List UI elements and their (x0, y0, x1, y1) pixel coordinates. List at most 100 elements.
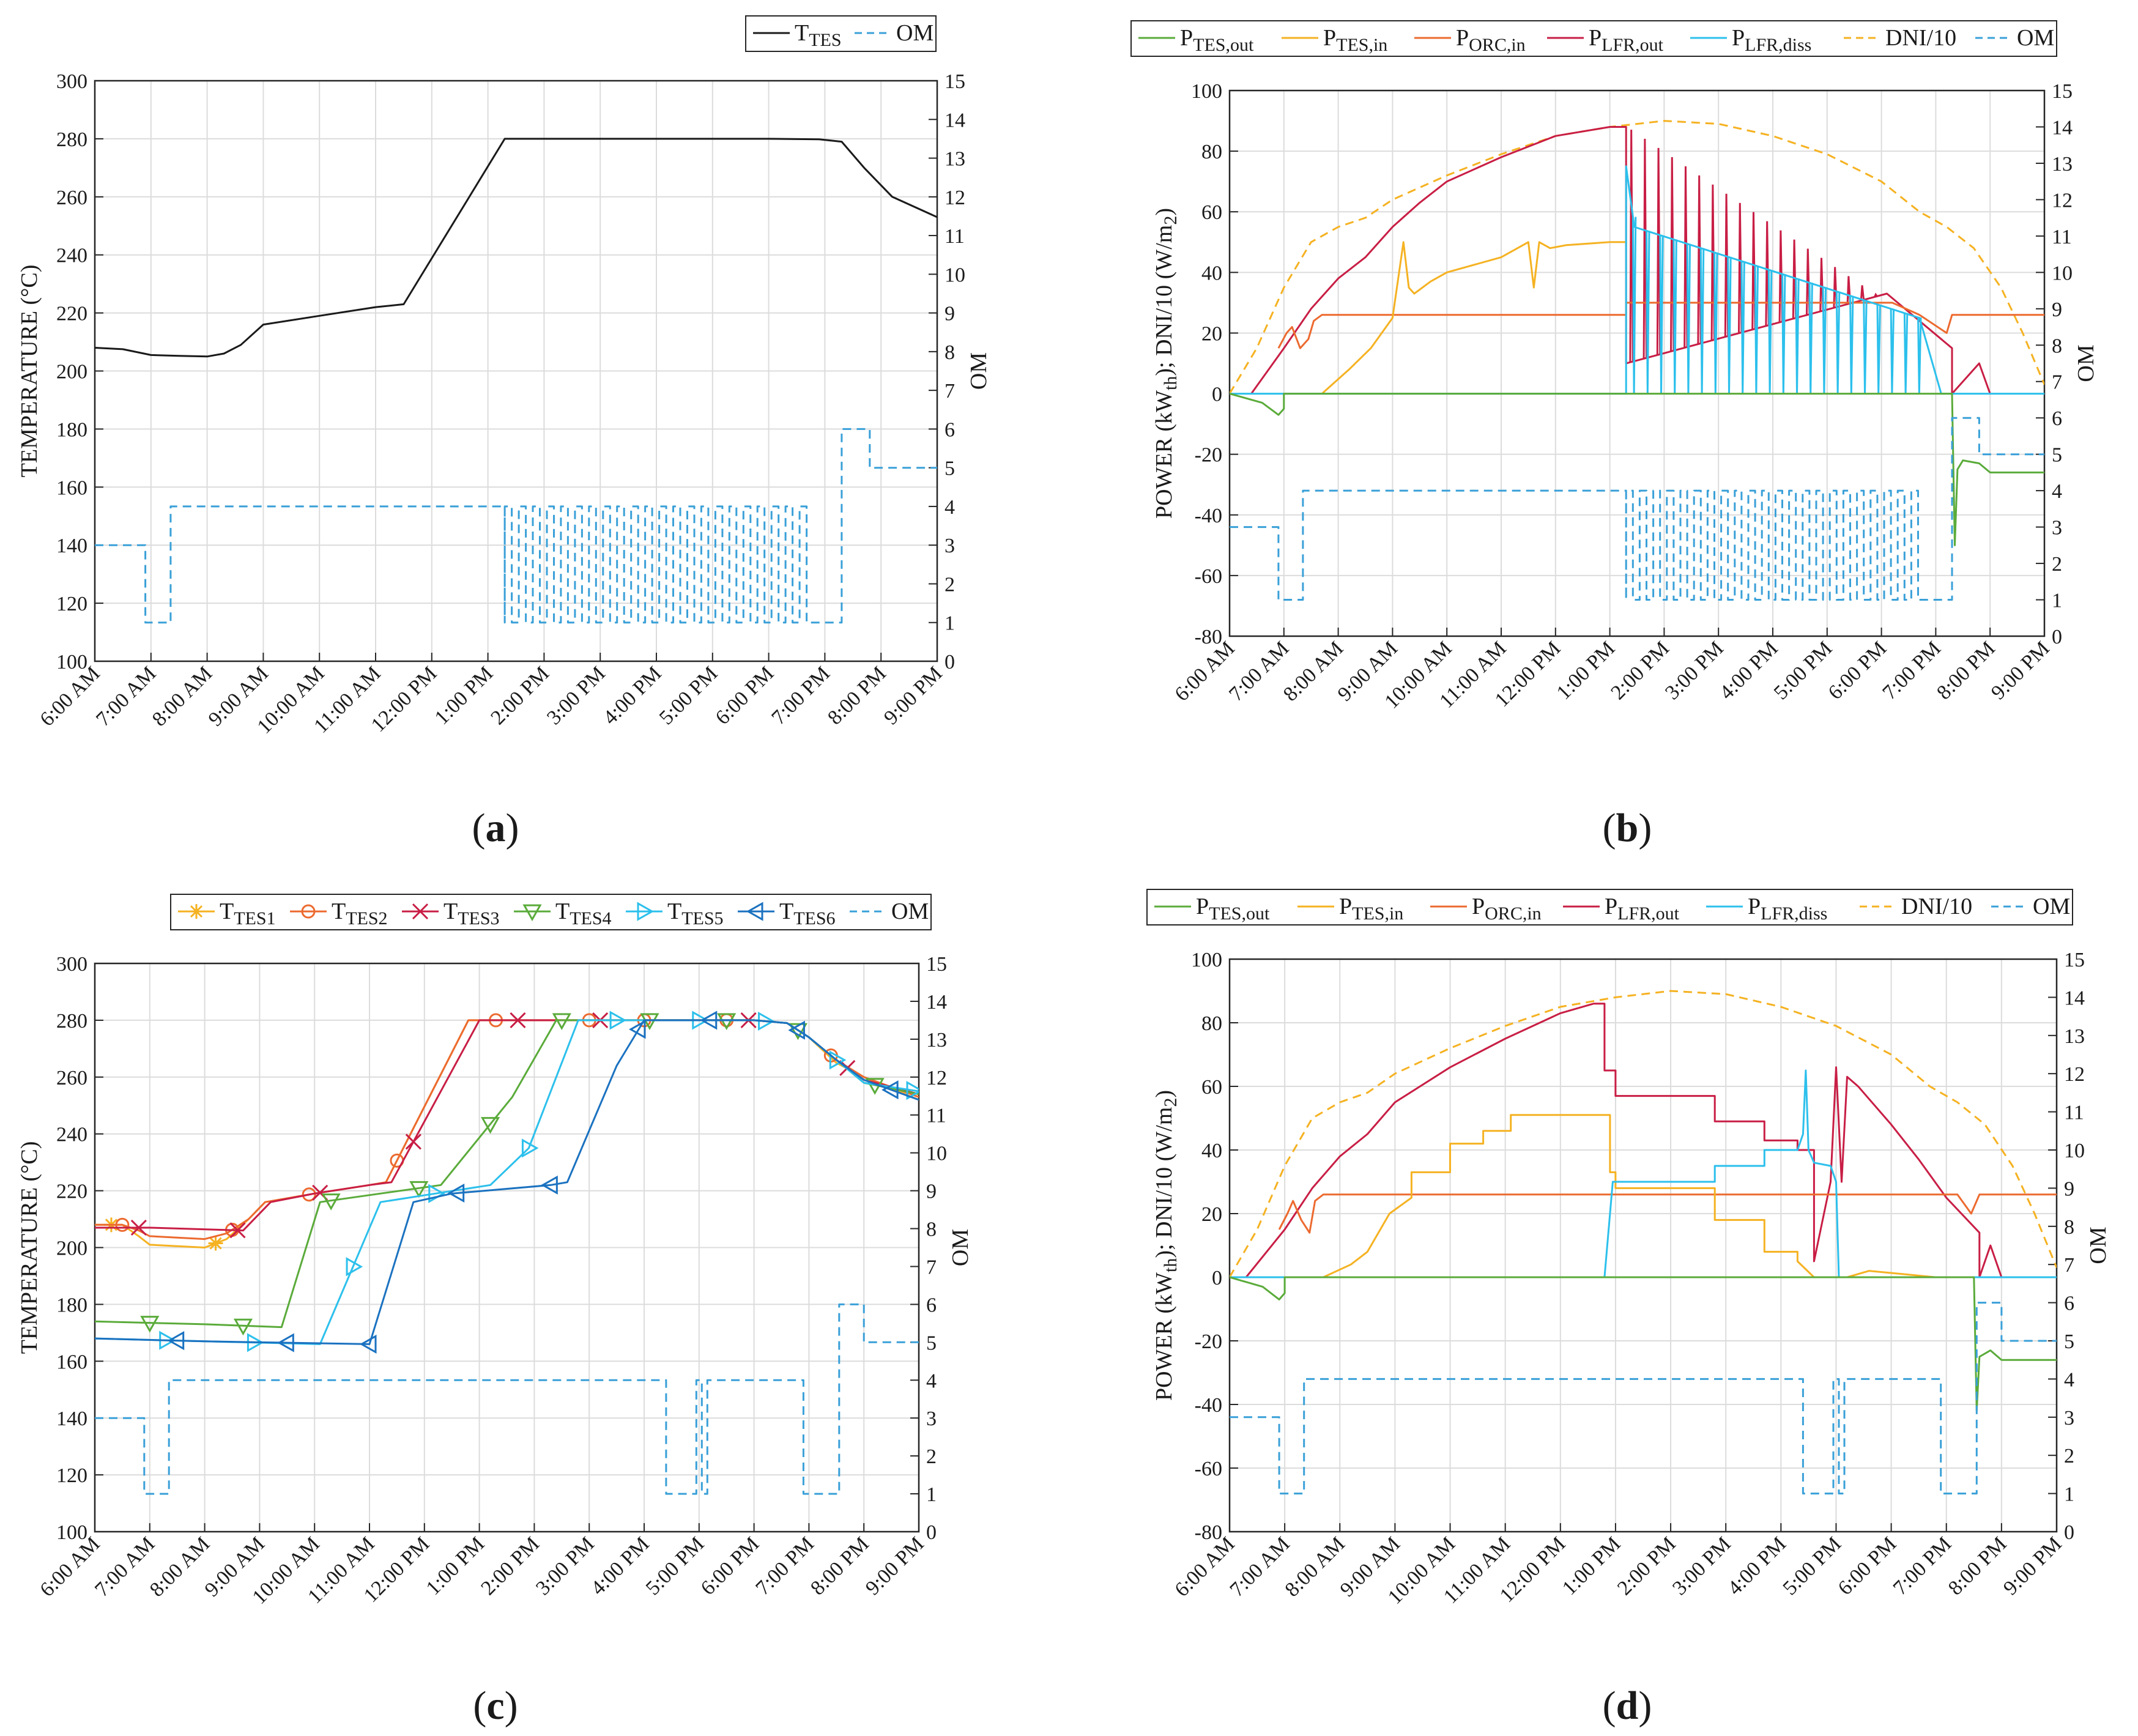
y2-tick-label: 1 (2052, 590, 2062, 612)
y2-tick-label: 12 (2064, 1063, 2085, 1086)
series-line-P_TES_out (1230, 1276, 2057, 1412)
y-tick-label: -40 (1195, 505, 1222, 527)
series-marker-T_TES3 (510, 1012, 526, 1028)
legend-label-main: P (1589, 25, 1602, 51)
legend-label-sub: ORC,in (1469, 35, 1526, 55)
y-tick-label: 160 (56, 477, 87, 499)
legend-label-main: DNI/10 (1885, 25, 1956, 51)
legend-label-P_TES_out: PTES,out (1180, 25, 1254, 55)
series-spike-P_LFR_diss (1740, 261, 1745, 394)
plot-area (1228, 958, 2058, 1533)
series-marker-T_TES6 (700, 1011, 718, 1030)
x-tick-label: 8:00 AM (1279, 637, 1348, 705)
x-tick-label: 8:00 PM (806, 1532, 874, 1600)
series-marker-T_TES6 (167, 1331, 185, 1351)
legend-label-main: T (779, 899, 793, 924)
x-tick-label: 2:00 PM (1606, 637, 1674, 704)
x-tick-label: 4:00 PM (1723, 1532, 1791, 1600)
legend-label-sub: LFR,out (1617, 903, 1680, 924)
series-line-OM (1230, 1302, 2057, 1495)
legend-label-T_TES: TTES (795, 20, 842, 50)
caption-paren: ( (1603, 1683, 1616, 1728)
y-tick-label: 100 (56, 1521, 87, 1544)
y2-tick-label: 7 (2052, 371, 2062, 394)
series-spike-P_LFR_diss (1890, 308, 1895, 394)
y2-tick-label: 13 (2064, 1025, 2085, 1048)
legend-label-main: OM (896, 20, 934, 46)
y2-tick-label: 14 (926, 991, 947, 1014)
x-tick-label: 6:00 PM (1824, 637, 1891, 704)
caption-letter: b (1616, 806, 1639, 850)
y-tick-label: 240 (56, 245, 87, 267)
series-spike-P_LFR_diss (1767, 270, 1773, 394)
series-spike-P_LFR_out (1874, 292, 1879, 298)
y2-tick-label: 10 (945, 264, 965, 286)
y-tick-label: 260 (56, 1067, 87, 1089)
legend-marker-T_TES2 (301, 904, 316, 919)
y2-tick-label: 0 (2052, 626, 2062, 648)
y-tick-label: 180 (56, 418, 87, 441)
y2-tick-label: 8 (926, 1219, 937, 1241)
y2-tick-label: 15 (945, 70, 965, 93)
legend-marker-T_TES4 (522, 904, 542, 922)
grid (1229, 90, 2045, 637)
legend-label-P_ORC_in: PORC,in (1472, 894, 1542, 924)
series-spike-P_LFR_diss (1781, 274, 1786, 394)
y-tick-label: 0 (1212, 1267, 1222, 1289)
series-line-T_TES4 (95, 1019, 919, 1329)
x-tick-label: 3:00 PM (1661, 637, 1728, 704)
legend-label-main: P (1456, 25, 1469, 51)
series-marker-T_TES6 (788, 1020, 805, 1040)
y-axis-label-sub: 2 (1160, 1098, 1181, 1107)
legend-marker-T_TES3 (412, 903, 429, 920)
y2-tick-label: 9 (926, 1181, 937, 1203)
x-tick-label: 3:00 PM (532, 1532, 599, 1600)
x-tick-label: 8:00 AM (148, 662, 217, 730)
legend-label-main: OM (2033, 894, 2070, 919)
y-tick-label: -20 (1195, 1330, 1222, 1353)
x-tick-label: 6:00 PM (711, 662, 779, 729)
legend-label-main: P (1339, 894, 1352, 919)
x-tick-label: 1:00 PM (1558, 1532, 1625, 1600)
legend-label-sub: TES,out (1209, 903, 1270, 924)
series-spike-P_LFR_diss (1795, 278, 1800, 394)
series-marker-T_TES5 (346, 1257, 363, 1277)
legend-label-P_ORC_in: PORC,in (1456, 25, 1526, 55)
series-spike-P_LFR_out (1860, 285, 1865, 301)
plot-area (1228, 89, 2046, 637)
y2-tick-label: 7 (945, 380, 955, 402)
legend-label-sub: TES6 (793, 908, 835, 929)
series-marker-T_TES4 (140, 1316, 160, 1333)
x-tick-label: 6:00 PM (697, 1532, 764, 1600)
y-tick-label: 280 (56, 1010, 87, 1033)
chart-panel-3: 1001201401601802002202402602803000123456… (17, 894, 973, 1728)
x-tick-label: 1:00 PM (1553, 637, 1620, 704)
y-axis-label: POWER (kWth); DNI/10 (W/m2) (1151, 208, 1181, 519)
x-tick-label: 4:00 PM (587, 1532, 654, 1600)
y2-tick-label: 6 (926, 1294, 937, 1316)
series-line-T_TES5 (95, 1019, 919, 1345)
series-marker-T_TES6 (628, 1020, 646, 1039)
series-spike-P_LFR_diss (1699, 248, 1705, 394)
legend-label-sub: TES,in (1336, 35, 1387, 55)
y2-tick-label: 8 (945, 341, 955, 364)
series-line-OM (95, 1303, 919, 1495)
x-tick-label: 5:00 PM (1778, 1532, 1846, 1600)
x-tick-label: 8:00 PM (1932, 637, 2000, 704)
legend-label-main: P (1605, 894, 1617, 919)
caption-paren: ) (1638, 1683, 1652, 1728)
series-marker-T_TES5 (609, 1011, 627, 1030)
legend-label-P_TES_in: PTES,in (1323, 25, 1387, 55)
y2-tick-label: 1 (926, 1483, 937, 1506)
series-spike-P_LFR_diss (1659, 235, 1664, 394)
y-tick-label: 160 (56, 1351, 87, 1373)
y2-tick-label: 0 (926, 1521, 937, 1544)
legend-label-OM: OM (891, 899, 929, 924)
series-marker-T_TES3 (405, 1133, 421, 1150)
legend-label-T_TES1: TTES1 (220, 899, 276, 929)
y2-tick-label: 1 (945, 612, 955, 635)
series-line-OM (95, 428, 937, 624)
series-spike-P_LFR_diss (1917, 317, 1922, 394)
y2-tick-label: 0 (2064, 1521, 2074, 1544)
legend-label-main: OM (2017, 25, 2054, 51)
